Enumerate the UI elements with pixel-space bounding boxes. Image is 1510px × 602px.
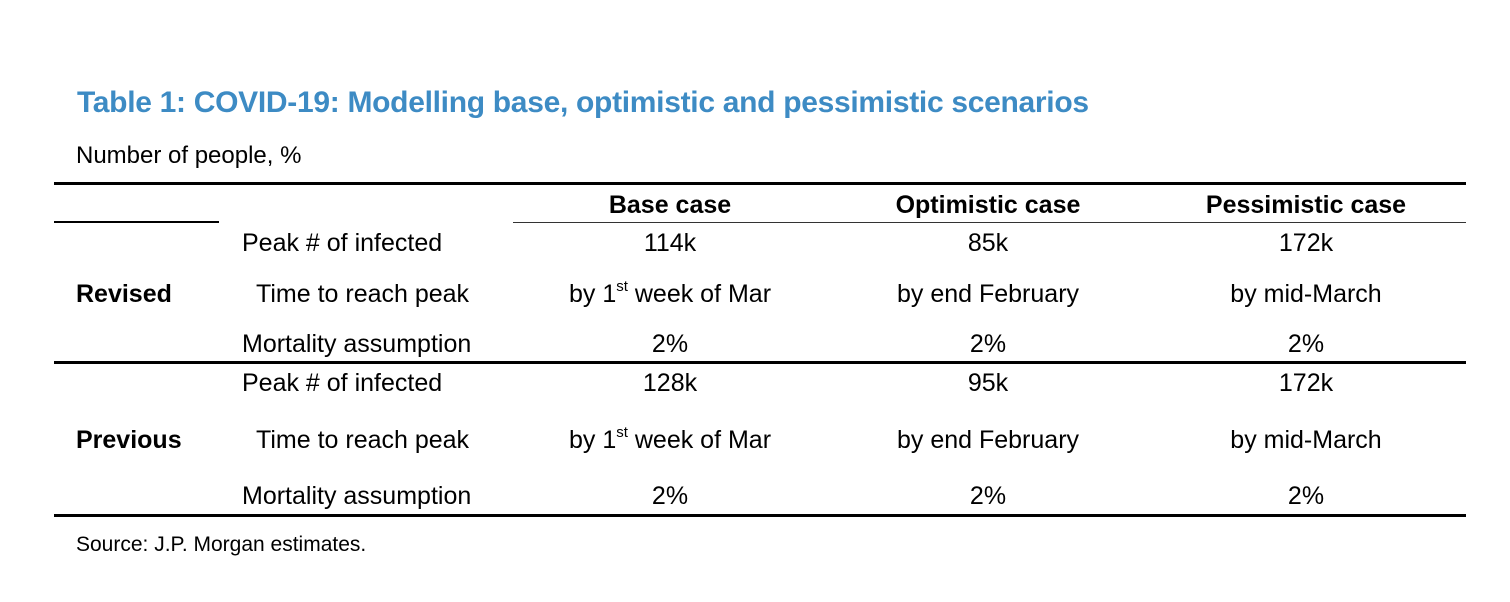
top-rule bbox=[54, 182, 1466, 185]
table-cell: 128k bbox=[642, 369, 698, 397]
metric-label: Time to reach peak bbox=[256, 280, 470, 308]
table-subtitle: Number of people, % bbox=[76, 142, 302, 169]
table-cell: 85k bbox=[967, 229, 1009, 257]
group-label-previous: Previous bbox=[76, 426, 182, 454]
table-cell: 172k bbox=[1278, 369, 1334, 397]
metric-label: Peak # of infected bbox=[242, 369, 443, 397]
table-cell: 2% bbox=[651, 330, 689, 358]
bottom-rule bbox=[54, 514, 1466, 517]
metric-label: Time to reach peak bbox=[256, 426, 470, 454]
table-cell: by 1st week of Mar bbox=[568, 424, 772, 454]
metric-label: Mortality assumption bbox=[242, 482, 472, 510]
table-title: Table 1: COVID-19: Modelling base, optim… bbox=[77, 86, 1089, 119]
table-cell: 2% bbox=[969, 330, 1007, 358]
header-separator-left bbox=[54, 221, 219, 223]
table-cell: 114k bbox=[643, 229, 697, 257]
table-cell: by 1st week of Mar bbox=[568, 278, 772, 308]
table-cell: 2% bbox=[1287, 330, 1325, 358]
source-note: Source: J.P. Morgan estimates. bbox=[76, 533, 367, 556]
table-cell: 172k bbox=[1278, 229, 1334, 257]
table-cell: by mid-March bbox=[1230, 426, 1382, 454]
group-separator bbox=[54, 361, 1466, 364]
table-cell: 2% bbox=[969, 482, 1007, 510]
table-cell: by end February bbox=[896, 280, 1080, 308]
header-pessimistic-case: Pessimistic case bbox=[1205, 191, 1407, 219]
group-label-revised: Revised bbox=[76, 280, 172, 308]
table-cell: 95k bbox=[967, 369, 1009, 397]
table-cell: by mid-March bbox=[1230, 280, 1382, 308]
header-optimistic-case: Optimistic case bbox=[895, 191, 1081, 219]
table-cell: 2% bbox=[1287, 482, 1325, 510]
metric-label: Mortality assumption bbox=[242, 330, 472, 358]
table-cell: 2% bbox=[651, 482, 689, 510]
header-base-case: Base case bbox=[608, 191, 732, 219]
metric-label: Peak # of infected bbox=[242, 229, 443, 257]
header-separator-right bbox=[513, 222, 1466, 223]
table-cell: by end February bbox=[896, 426, 1080, 454]
